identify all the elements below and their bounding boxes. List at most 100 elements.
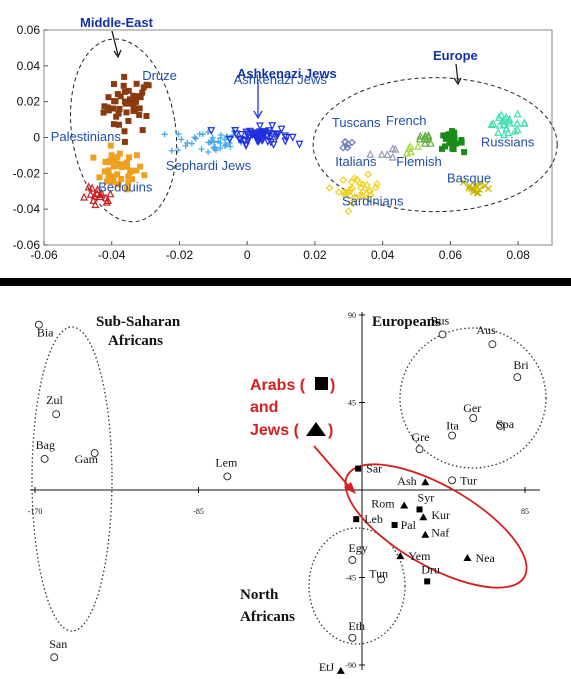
point-label-eth: Eth <box>348 619 365 633</box>
data-point <box>494 127 503 136</box>
data-point <box>80 192 89 201</box>
data-point <box>126 96 133 103</box>
data-point <box>118 175 125 182</box>
point-label-syr: Syr <box>418 490 435 504</box>
x-tick-label: -0.04 <box>98 248 126 262</box>
legend-and: and <box>250 399 278 416</box>
data-point <box>505 118 514 127</box>
data-point <box>497 110 506 119</box>
series-bedouins <box>80 182 115 209</box>
series-basque <box>459 178 492 197</box>
x-tick-label: 0.04 <box>371 248 395 262</box>
data-point <box>110 175 117 182</box>
data-point <box>125 179 132 186</box>
data-point <box>274 130 283 139</box>
data-point <box>426 138 435 147</box>
point-label-sar: Sar <box>366 462 382 476</box>
data-point <box>111 98 118 105</box>
data-point <box>416 131 425 140</box>
data-point <box>139 127 146 134</box>
point-label-bag: Bag <box>36 438 55 452</box>
label-sub-saharan-2: Africans <box>108 333 163 349</box>
data-point <box>110 163 117 170</box>
data-point <box>242 142 251 150</box>
legend-jews: Jews ( <box>250 422 300 439</box>
point-eth <box>348 633 357 642</box>
data-point <box>90 154 97 161</box>
data-point <box>101 168 108 175</box>
data-point <box>124 186 131 193</box>
data-point <box>115 121 122 128</box>
point-gre <box>415 445 424 454</box>
data-point <box>358 180 367 189</box>
data-point <box>141 172 148 179</box>
point-spa <box>496 421 505 430</box>
data-point <box>383 150 392 159</box>
data-point <box>499 120 508 129</box>
data-point <box>93 189 102 198</box>
data-point <box>440 132 447 139</box>
point-dru <box>424 578 431 585</box>
data-point <box>502 123 511 132</box>
point-label-naf: Naf <box>431 526 449 540</box>
data-point <box>89 195 98 204</box>
x-tick-label: -0.06 <box>30 248 58 262</box>
data-point <box>363 193 372 202</box>
data-point <box>253 132 262 141</box>
y-tick-label: 0 <box>33 131 40 145</box>
data-point <box>121 73 128 80</box>
point-ash <box>421 478 430 486</box>
data-point <box>231 127 240 135</box>
point-label-lem: Lem <box>215 455 238 469</box>
data-point <box>161 131 168 138</box>
data-point <box>123 109 130 116</box>
data-point <box>124 163 131 170</box>
data-point <box>136 111 143 118</box>
data-point <box>116 105 123 112</box>
data-point <box>133 152 140 159</box>
data-point <box>388 144 397 153</box>
data-point <box>121 88 128 95</box>
data-point <box>513 118 522 127</box>
point-label-rom: Rom <box>371 497 395 511</box>
series-label-sardinians: Sardinians <box>342 194 404 209</box>
data-point <box>351 194 359 203</box>
data-point <box>261 128 270 137</box>
bottom-scatter-svg: -170 -85 85 90 45 -45 -90 Sub-Saharan Africans Eu… <box>28 311 547 674</box>
legend-close-1: ) <box>330 377 335 394</box>
point-aus <box>488 340 497 349</box>
annotation-europe: Europe <box>433 48 478 63</box>
point-label-yem: Yem <box>408 549 431 563</box>
y-tick-label: -0.02 <box>13 166 41 180</box>
data-point <box>510 126 519 135</box>
data-point <box>101 103 108 110</box>
data-point <box>121 98 128 105</box>
data-point <box>442 143 449 150</box>
point-syr <box>416 506 423 513</box>
data-point <box>499 116 508 125</box>
data-point <box>453 140 460 147</box>
y-tick-label: 0.04 <box>17 59 41 73</box>
data-point <box>139 89 146 96</box>
data-point <box>288 133 297 142</box>
point-kur <box>419 513 428 521</box>
series-russians <box>487 109 529 139</box>
data-point <box>504 128 513 137</box>
data-point <box>188 140 195 147</box>
point-naf <box>421 530 430 538</box>
data-point <box>474 189 482 197</box>
data-point <box>145 82 152 89</box>
data-point <box>174 147 181 154</box>
data-point <box>121 128 128 135</box>
data-point <box>348 138 356 147</box>
point-rom <box>400 501 409 509</box>
data-point <box>207 127 216 136</box>
data-point <box>217 134 224 141</box>
data-point <box>513 109 522 118</box>
data-point <box>107 142 114 149</box>
point-label-tun: Tun <box>369 566 388 580</box>
point-sar <box>355 465 362 472</box>
data-point <box>450 146 457 153</box>
data-point <box>114 91 121 98</box>
north-africans-ellipse <box>308 527 406 645</box>
